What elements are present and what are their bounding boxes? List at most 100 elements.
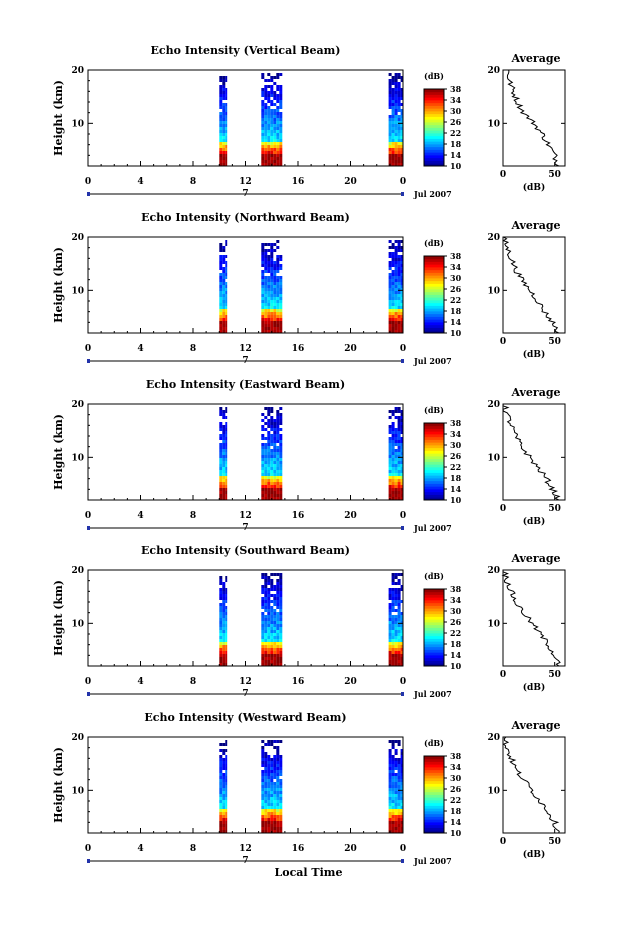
heatmap-cell [270,470,274,473]
heatmap-cell [394,812,398,815]
heatmap-cell [267,654,271,657]
heatmap-cell [264,112,268,115]
heatmap-cell [267,145,271,148]
heatmap-cell [388,779,392,782]
heatmap-cell [391,464,395,467]
heatmap-cell [273,163,277,166]
heatmap-cell [225,630,228,633]
heatmap-cell [222,651,226,654]
heatmap-cell [222,109,226,112]
heatmap-cell [394,657,398,660]
heatmap-cell [267,321,271,324]
colorbar-swatch [424,289,444,293]
heatmap-cell [400,821,403,824]
heatmap-cell [225,127,228,130]
average-x-tick-label: 0 [500,504,506,514]
heatmap-cell [388,264,392,267]
heatmap-cell [264,428,268,431]
heatmap-cell [397,609,401,612]
heatmap-cell [273,94,277,97]
colorbar-swatch [424,278,444,282]
heatmap-cell [222,591,226,594]
colorbar-swatch [424,264,444,268]
heatmap-cell [273,636,277,639]
heatmap-cell [279,130,283,133]
colorbar-swatch [424,456,444,460]
heatmap-cell [273,461,277,464]
heatmap-cell [388,464,392,467]
colorbar-tick-label: 18 [450,473,462,483]
heatmap-cell [264,306,268,309]
heatmap-cell [264,830,268,833]
heatmap-cell [267,636,271,639]
heatmap-cell [267,609,271,612]
heatmap-cell [400,160,403,163]
heatmap-cell [225,651,228,654]
heatmap-cell [267,497,271,500]
colorbar-swatch [424,830,444,834]
heatmap-cell [400,615,403,618]
heatmap-cell [219,297,223,300]
heatmap-cell [270,615,274,618]
heatmap-cell [267,410,271,413]
heatmap-cell [222,79,226,82]
heatmap-cell [270,79,274,82]
heatmap-cell [273,467,277,470]
plot-frame [87,569,404,667]
heatmap-cell [400,330,403,333]
heatmap-cell [225,494,228,497]
heatmap-cell [388,130,392,133]
heatmap-cell [267,300,271,303]
heatmap-cell [391,148,395,151]
heatmap-cell [279,446,283,449]
heatmap-cell [397,264,401,267]
heatmap-cell [261,791,265,794]
heatmap-cell [222,330,226,333]
colorbar-frame [423,255,445,334]
heatmap-cell [267,806,271,809]
heatmap-cell [270,88,274,91]
colorbar-swatch [424,97,444,101]
heatmap-cell [273,470,277,473]
heatmap-cell [225,76,228,79]
colorbar-frame [423,588,445,667]
heatmap-cell [264,758,268,761]
heatmap-cell [261,452,265,455]
heatmap-cell [273,761,277,764]
heatmap-cell [264,624,268,627]
heatmap-cell [400,782,403,785]
heatmap-cell [276,449,280,452]
average-x-tick-label: 0 [500,337,506,347]
heatmap-cell [273,488,277,491]
heatmap-cell [397,764,401,767]
heatmap-cell [264,91,268,94]
heatmap-cell [279,612,283,615]
heatmap-cell [391,573,395,576]
colorbar-swatch [424,613,444,617]
heatmap-cell [267,582,271,585]
heatmap-cell [273,130,277,133]
heatmap-cell [225,497,228,500]
heatmap-cell [273,660,277,663]
heatmap-cell [276,452,280,455]
heatmap-cell [222,279,226,282]
heatmap-cell [397,130,401,133]
heatmap-cell [276,163,280,166]
heatmap-cell [222,803,226,806]
heatmap-cell [225,794,228,797]
heatmap-cell [267,136,271,139]
heatmap-cell [279,112,283,115]
heatmap-cell [261,603,265,606]
heatmap-cell [267,785,271,788]
colorbar-swatch [424,635,444,639]
heatmap-cell [264,788,268,791]
heatmap-cell [219,639,223,642]
heatmap-cell [391,252,395,255]
heatmap-cell [391,100,395,103]
heatmap-cell [400,758,403,761]
heatmap-cell [270,321,274,324]
heatmap-cell [394,246,398,249]
heatmap-cell [270,648,274,651]
heatmap-cell [400,282,403,285]
heatmap-cell [276,255,280,258]
